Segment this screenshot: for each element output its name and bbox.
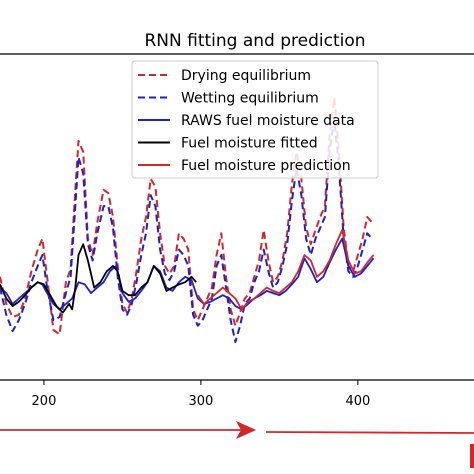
prediction-period-marker bbox=[470, 444, 474, 468]
fitting-period-arrow-head bbox=[236, 421, 256, 439]
chart-title: RNN fitting and prediction bbox=[144, 31, 365, 51]
legend-label: Drying equilibrium bbox=[181, 68, 311, 84]
prediction-period-arrow-line bbox=[265, 431, 474, 434]
legend-label: Fuel moisture fitted bbox=[181, 136, 318, 152]
x-tick-label: 200 bbox=[32, 394, 57, 409]
x-tick-label: 300 bbox=[188, 394, 213, 409]
legend-label: RAWS fuel moisture data bbox=[181, 113, 355, 129]
x-tick-label: 400 bbox=[345, 394, 370, 409]
legend: Drying equilibrium Wetting equilibrium RAW… bbox=[131, 60, 379, 179]
series-line-5 bbox=[197, 229, 375, 311]
series-line-3 bbox=[0, 237, 375, 311]
x-axis-ticks: 200 300 400 bbox=[32, 380, 370, 409]
period-arrows bbox=[0, 421, 474, 468]
legend-label: Wetting equilibrium bbox=[181, 91, 319, 107]
axes-frame bbox=[0, 53, 474, 381]
series-line-2 bbox=[0, 118, 373, 343]
series-layer bbox=[0, 96, 375, 343]
legend-label: Fuel moisture prediction bbox=[181, 158, 351, 174]
legend-box bbox=[131, 60, 379, 179]
series-line-4 bbox=[0, 243, 197, 314]
